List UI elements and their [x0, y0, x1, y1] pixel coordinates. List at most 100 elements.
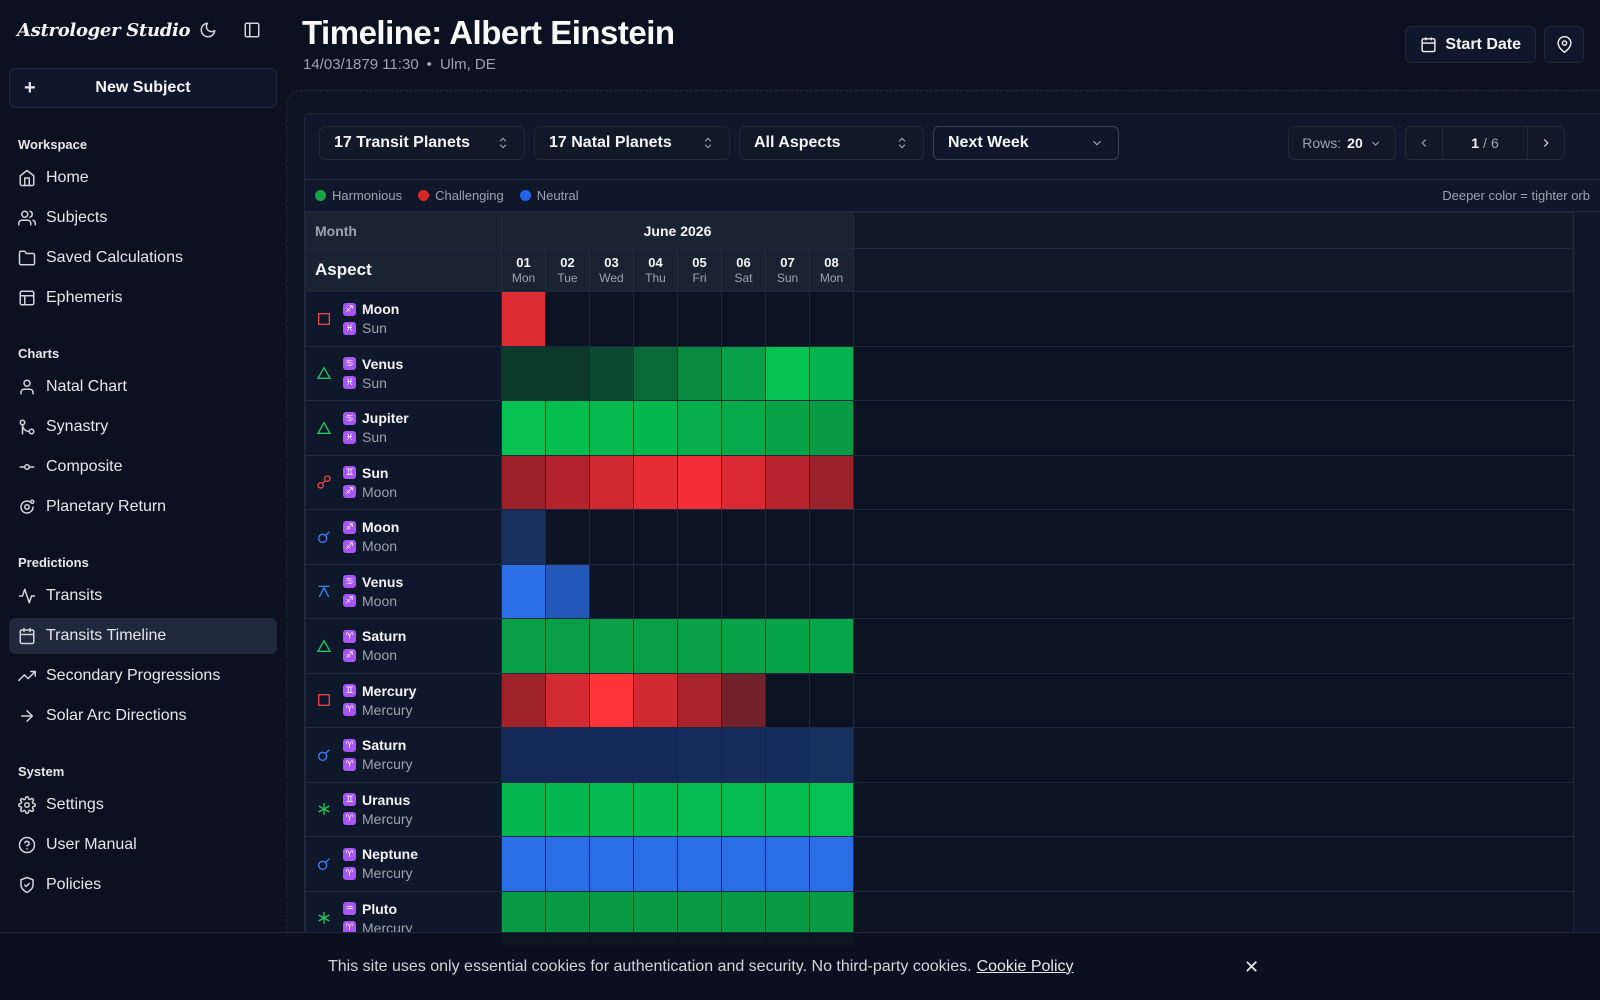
aspect-cell[interactable]: ♈ Neptune ♈ Mercury [305, 836, 502, 892]
timeline-cell[interactable] [501, 727, 546, 783]
timeline-cell[interactable] [589, 618, 634, 674]
timeline-cell[interactable] [765, 454, 810, 510]
timeline-cell[interactable] [633, 400, 678, 456]
timeline-cell[interactable] [677, 454, 722, 510]
timeline-cell[interactable] [809, 727, 854, 783]
sidebar-item-settings[interactable]: Settings [9, 787, 277, 823]
timeline-cell[interactable] [633, 836, 678, 892]
timeline-cell[interactable] [677, 345, 722, 401]
timeline-cell[interactable] [501, 291, 546, 347]
timeline-cell[interactable] [633, 454, 678, 510]
timeline-cell[interactable] [677, 509, 722, 565]
range-select[interactable]: Next Week [933, 126, 1119, 160]
timeline-cell[interactable] [809, 781, 854, 837]
sidebar-item-transits-timeline[interactable]: Transits Timeline [9, 618, 277, 654]
timeline-cell[interactable] [721, 672, 766, 728]
timeline-cell[interactable] [501, 836, 546, 892]
timeline-cell[interactable] [765, 509, 810, 565]
sidebar-item-subjects[interactable]: Subjects [9, 200, 277, 236]
aspect-cell[interactable]: ♋ Jupiter ♓ Sun [305, 400, 502, 456]
timeline-cell[interactable] [589, 563, 634, 619]
timeline-cell[interactable] [721, 836, 766, 892]
close-icon[interactable]: ✕ [1244, 957, 1260, 977]
panel-left-icon[interactable] [241, 19, 263, 41]
timeline-cell[interactable] [677, 618, 722, 674]
timeline-cell[interactable] [721, 781, 766, 837]
aspect-cell[interactable]: ♋ Venus ♓ Sun [305, 345, 502, 401]
timeline-cell[interactable] [545, 345, 590, 401]
timeline-cell[interactable] [765, 291, 810, 347]
timeline-cell[interactable] [765, 727, 810, 783]
start-date-button[interactable]: Start Date [1405, 26, 1536, 63]
sidebar-item-user-manual[interactable]: User Manual [9, 827, 277, 863]
timeline-cell[interactable] [589, 400, 634, 456]
timeline-cell[interactable] [765, 836, 810, 892]
timeline-cell[interactable] [589, 672, 634, 728]
timeline-cell[interactable] [589, 345, 634, 401]
timeline-cell[interactable] [809, 400, 854, 456]
timeline-cell[interactable] [545, 400, 590, 456]
timeline-cell[interactable] [765, 618, 810, 674]
moon-icon[interactable] [197, 19, 219, 41]
timeline-cell[interactable] [501, 454, 546, 510]
timeline-cell[interactable] [633, 672, 678, 728]
aspect-cell[interactable]: ♐ Moon ♐ Moon [305, 509, 502, 565]
cookie-policy-link[interactable]: Cookie Policy [976, 957, 1074, 975]
timeline-cell[interactable] [545, 454, 590, 510]
timeline-cell[interactable] [589, 291, 634, 347]
timeline-cell[interactable] [545, 509, 590, 565]
aspect-cell[interactable]: ♊ Uranus ♈ Mercury [305, 781, 502, 837]
aspects-select[interactable]: All Aspects [739, 126, 924, 160]
timeline-cell[interactable] [501, 672, 546, 728]
timeline-cell[interactable] [545, 291, 590, 347]
prev-page-button[interactable] [1406, 127, 1442, 159]
timeline-cell[interactable] [809, 836, 854, 892]
natal-planets-select[interactable]: 17 Natal Planets [534, 126, 730, 160]
aspect-cell[interactable]: ♐ Moon ♓ Sun [305, 291, 502, 347]
timeline-cell[interactable] [809, 672, 854, 728]
timeline-cell[interactable] [545, 781, 590, 837]
timeline-cell[interactable] [721, 291, 766, 347]
timeline-cell[interactable] [545, 836, 590, 892]
timeline-cell[interactable] [501, 563, 546, 619]
next-page-button[interactable] [1528, 127, 1564, 159]
timeline-cell[interactable] [809, 345, 854, 401]
timeline-cell[interactable] [809, 291, 854, 347]
sidebar-item-planetary-return[interactable]: Planetary Return [9, 489, 277, 525]
timeline-cell[interactable] [501, 345, 546, 401]
sidebar-item-solar-arc-directions[interactable]: Solar Arc Directions [9, 698, 277, 734]
aspect-cell[interactable]: ♈ Saturn ♐ Moon [305, 618, 502, 674]
sidebar-item-synastry[interactable]: Synastry [9, 409, 277, 445]
timeline-cell[interactable] [633, 618, 678, 674]
timeline-cell[interactable] [809, 509, 854, 565]
timeline-cell[interactable] [633, 563, 678, 619]
sidebar-item-natal-chart[interactable]: Natal Chart [9, 369, 277, 405]
timeline-cell[interactable] [501, 618, 546, 674]
sidebar-item-transits[interactable]: Transits [9, 578, 277, 614]
timeline-cell[interactable] [765, 672, 810, 728]
aspect-cell[interactable]: ♈ Saturn ♈ Mercury [305, 727, 502, 783]
timeline-cell[interactable] [677, 727, 722, 783]
aspect-cell[interactable]: ♊ Sun ♐ Moon [305, 454, 502, 510]
timeline-cell[interactable] [677, 781, 722, 837]
aspect-cell[interactable]: ♋ Venus ♐ Moon [305, 563, 502, 619]
timeline-cell[interactable] [501, 400, 546, 456]
timeline-cell[interactable] [633, 727, 678, 783]
location-button[interactable] [1544, 26, 1584, 63]
timeline-cell[interactable] [633, 781, 678, 837]
timeline-cell[interactable] [765, 400, 810, 456]
timeline-cell[interactable] [589, 454, 634, 510]
timeline-cell[interactable] [677, 563, 722, 619]
new-subject-button[interactable]: + New Subject [9, 68, 277, 108]
timeline-cell[interactable] [501, 781, 546, 837]
timeline-cell[interactable] [501, 509, 546, 565]
sidebar-item-saved-calculations[interactable]: Saved Calculations [9, 240, 277, 276]
sidebar-item-policies[interactable]: Policies [9, 867, 277, 903]
timeline-cell[interactable] [809, 454, 854, 510]
timeline-cell[interactable] [589, 727, 634, 783]
timeline-cell[interactable] [633, 345, 678, 401]
timeline-cell[interactable] [721, 400, 766, 456]
timeline-cell[interactable] [677, 291, 722, 347]
transit-planets-select[interactable]: 17 Transit Planets [319, 126, 525, 160]
timeline-cell[interactable] [545, 727, 590, 783]
